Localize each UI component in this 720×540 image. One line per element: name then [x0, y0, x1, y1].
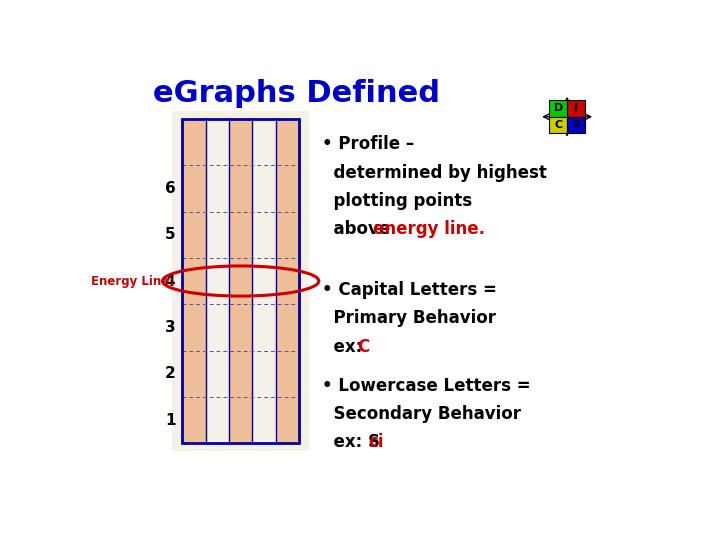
Text: 5: 5 [165, 227, 176, 242]
Text: 2: 2 [165, 366, 176, 381]
Text: plotting points: plotting points [322, 192, 472, 210]
Text: D: D [554, 104, 563, 113]
Bar [172, 111, 310, 451]
Bar [182, 119, 205, 443]
Text: • Lowercase Letters =: • Lowercase Letters = [322, 377, 530, 395]
Text: • Profile –: • Profile – [322, 136, 414, 153]
Text: ci: ci [368, 433, 383, 451]
Text: ex:: ex: [322, 338, 368, 355]
Text: ex: S: ex: S [322, 433, 379, 451]
Text: C: C [356, 338, 369, 355]
Text: 4: 4 [165, 274, 176, 288]
Bar [567, 117, 585, 133]
Bar [205, 119, 229, 443]
Text: energy line.: energy line. [373, 220, 485, 238]
Text: 6: 6 [165, 181, 176, 196]
Bar [549, 100, 567, 117]
Text: I: I [574, 104, 578, 113]
Text: 3: 3 [165, 320, 176, 335]
Bar [567, 100, 585, 117]
Text: 1: 1 [165, 413, 176, 428]
Bar [229, 119, 253, 443]
Bar [549, 117, 567, 133]
Bar [182, 119, 300, 443]
Text: Primary Behavior: Primary Behavior [322, 309, 495, 327]
Text: eGraphs Defined: eGraphs Defined [153, 79, 440, 109]
Text: C: C [554, 120, 562, 130]
Text: above: above [322, 220, 395, 238]
Text: • Capital Letters =: • Capital Letters = [322, 281, 497, 299]
Text: determined by highest: determined by highest [322, 164, 546, 182]
Text: Secondary Behavior: Secondary Behavior [322, 405, 521, 423]
Text: S: S [572, 120, 580, 130]
Bar [276, 119, 300, 443]
Bar [253, 119, 276, 443]
Text: Energy Line:: Energy Line: [91, 274, 174, 287]
